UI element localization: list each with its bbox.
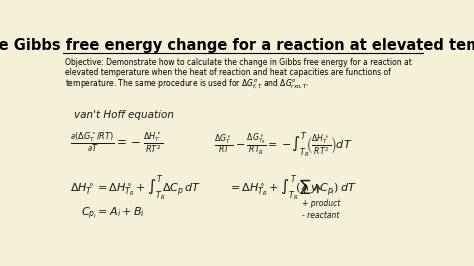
Text: + product: + product xyxy=(301,199,340,208)
Text: $C_{p_i} = A_i + B_i$: $C_{p_i} = A_i + B_i$ xyxy=(82,206,145,222)
Text: van't Hoff equation: van't Hoff equation xyxy=(74,110,174,120)
Text: - reactant: - reactant xyxy=(301,211,339,220)
Text: Calculate Gibbs free energy change for a reaction at elevated temperature: Calculate Gibbs free energy change for a… xyxy=(0,38,474,53)
Text: $= \Delta H^\circ_{T_R} + \int_{T_R}^{T}\!(\sum y_i C_{p_i})\,dT$: $= \Delta H^\circ_{T_R} + \int_{T_R}^{T}… xyxy=(228,173,357,203)
Text: $\frac{\partial(\Delta G^\circ_T/RT)}{\partial T} = -\frac{\Delta H^\circ_T}{RT^: $\frac{\partial(\Delta G^\circ_T/RT)}{\p… xyxy=(70,130,164,155)
Text: $\Delta H^\circ_T = \Delta H^\circ_{T_R} + \int_{T_R}^{T}\!\Delta C_p\,dT$: $\Delta H^\circ_T = \Delta H^\circ_{T_R}… xyxy=(70,173,201,203)
Text: temperature. The same procedure is used for $\Delta G^o_{f,T}$ and $\Delta G^o_{: temperature. The same procedure is used … xyxy=(65,78,309,91)
Text: elevated temperature when the heat of reaction and heat capacities are functions: elevated temperature when the heat of re… xyxy=(65,68,391,77)
Text: Objective: Demonstrate how to calculate the change in Gibbs free energy for a re: Objective: Demonstrate how to calculate … xyxy=(65,57,411,66)
Text: $\frac{\Delta G^\circ_T}{RT} - \frac{\Delta G^\circ_{T_R}}{RT_R} = -\!\int_{T_R}: $\frac{\Delta G^\circ_T}{RT} - \frac{\De… xyxy=(213,130,352,160)
